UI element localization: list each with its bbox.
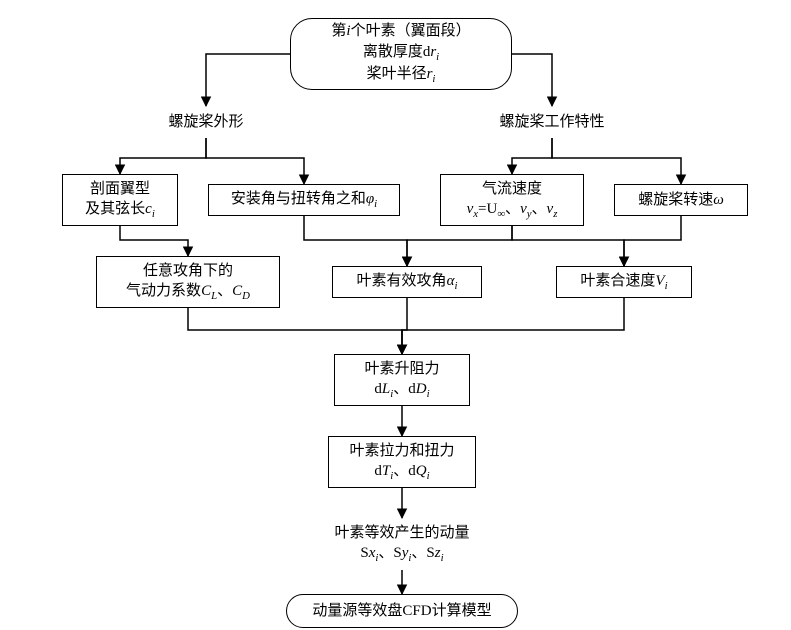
edge-1 bbox=[512, 54, 552, 106]
node-shapeIn-line-0: 螺旋桨外形 bbox=[168, 112, 243, 132]
edge-13 bbox=[402, 298, 624, 354]
node-phi-line-0: 安装角与扭转角之和φi bbox=[231, 189, 377, 212]
edge-9 bbox=[512, 226, 624, 266]
node-root-line-0: 第i个叶素（翼面段） bbox=[331, 21, 470, 41]
node-workIn-line-0: 螺旋桨工作特性 bbox=[499, 112, 604, 132]
node-root-line-1: 离散厚度dri bbox=[363, 42, 439, 65]
node-vel: 气流速度vx=U∞、vy、vz bbox=[440, 174, 584, 226]
edge-11 bbox=[188, 308, 402, 354]
node-vel-line-1: vx=U∞、vy、vz bbox=[467, 199, 558, 222]
edge-10 bbox=[624, 216, 681, 266]
node-thrust-line-1: dTi、dQi bbox=[374, 461, 429, 484]
node-liftdrag-line-1: dLi、dDi bbox=[374, 379, 429, 402]
edge-0 bbox=[206, 54, 290, 106]
node-Vi-line-0: 叶素合速度Vi bbox=[580, 271, 667, 294]
edge-12 bbox=[402, 298, 407, 354]
edge-7 bbox=[304, 216, 407, 266]
flowchart-canvas: 第i个叶素（翼面段）离散厚度dri桨叶半径ri 螺旋桨外形 螺旋桨工作特性剖面翼型及… bbox=[0, 0, 791, 630]
node-clcd: 任意攻角下的气动力系数CL、CD bbox=[96, 256, 280, 308]
node-airfoil-line-0: 剖面翼型 bbox=[90, 179, 150, 199]
node-airfoil: 剖面翼型及其弦长ci bbox=[62, 174, 178, 226]
node-momentum: 叶素等效产生的动量Sxi、Syi、Szi bbox=[310, 518, 494, 570]
node-cfd-line-0: 动量源等效盘CFD计算模型 bbox=[312, 601, 491, 621]
node-clcd-line-0: 任意攻角下的 bbox=[143, 261, 233, 281]
node-momentum-line-1: Sxi、Syi、Szi bbox=[360, 543, 443, 566]
node-liftdrag-line-0: 叶素升阻力 bbox=[364, 359, 439, 379]
node-momentum-line-0: 叶素等效产生的动量 bbox=[334, 523, 469, 543]
node-omega: 螺旋桨转速ω bbox=[614, 184, 748, 216]
node-liftdrag: 叶素升阻力dLi、dDi bbox=[334, 354, 470, 406]
edge-4 bbox=[512, 138, 552, 174]
node-workIn: 螺旋桨工作特性 bbox=[476, 106, 628, 138]
edge-2 bbox=[120, 138, 206, 174]
edge-6 bbox=[120, 226, 188, 256]
node-vel-line-0: 气流速度 bbox=[482, 179, 542, 199]
node-Vi: 叶素合速度Vi bbox=[556, 266, 692, 298]
node-cfd: 动量源等效盘CFD计算模型 bbox=[286, 594, 518, 628]
node-alpha-line-0: 叶素有效攻角αi bbox=[357, 271, 458, 294]
edge-8 bbox=[407, 226, 512, 266]
node-thrust: 叶素拉力和扭力dTi、dQi bbox=[328, 436, 476, 488]
node-clcd-line-1: 气动力系数CL、CD bbox=[126, 281, 250, 304]
node-shapeIn: 螺旋桨外形 bbox=[146, 106, 266, 138]
node-root: 第i个叶素（翼面段）离散厚度dri桨叶半径ri bbox=[290, 18, 512, 90]
edge-3 bbox=[206, 138, 304, 184]
node-thrust-line-0: 叶素拉力和扭力 bbox=[349, 441, 454, 461]
node-alpha: 叶素有效攻角αi bbox=[332, 266, 482, 298]
node-root-line-2: 桨叶半径ri bbox=[367, 64, 436, 87]
node-airfoil-line-1: 及其弦长ci bbox=[85, 199, 155, 222]
node-phi: 安装角与扭转角之和φi bbox=[208, 184, 400, 216]
node-omega-line-0: 螺旋桨转速ω bbox=[638, 190, 724, 210]
